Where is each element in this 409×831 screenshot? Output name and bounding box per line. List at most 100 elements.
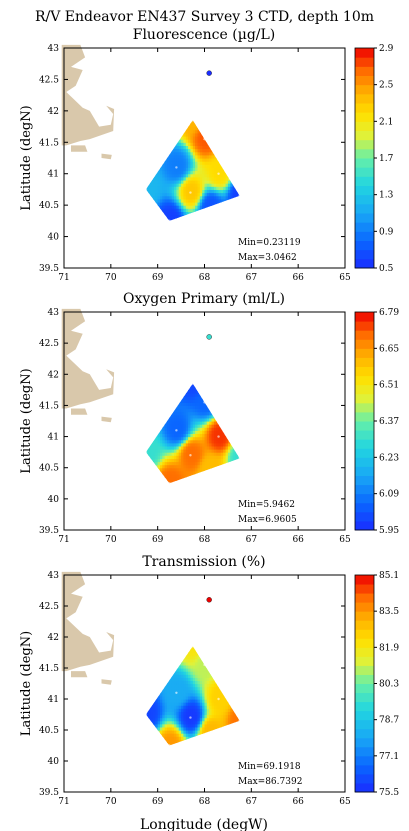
station-point	[238, 194, 241, 197]
y-tick-label: 40	[48, 757, 60, 767]
y-tick-label: 41	[48, 695, 59, 705]
y-tick-label: 43	[48, 44, 60, 54]
station-point	[189, 716, 192, 719]
colorbar-tick-label: 6.65	[379, 344, 399, 354]
colorbar-swatch	[355, 330, 374, 340]
colorbar-swatch	[355, 148, 374, 159]
colorbar-swatch	[355, 249, 374, 260]
colorbar-tick-label: 83.5	[379, 607, 399, 617]
colorbar-tick-label: 2.9	[379, 44, 394, 54]
colorbar-swatch	[355, 103, 374, 113]
y-tick-label: 40.5	[39, 464, 59, 474]
colorbar-swatch	[355, 185, 374, 196]
colorbar-tick-label: 6.79	[379, 308, 399, 318]
station-point	[207, 731, 211, 735]
colorbar-tick-label: 75.5	[379, 788, 399, 798]
x-tick-label: 68	[199, 273, 211, 283]
colorbar-tick-label: 6.23	[379, 453, 399, 463]
colorbar-swatch	[355, 593, 374, 603]
y-axis-label: Latitude (degN)	[19, 631, 34, 736]
island	[101, 416, 112, 423]
y-tick-label: 42	[48, 370, 59, 380]
colorbar-swatch	[355, 231, 374, 241]
colorbar-swatch	[355, 93, 374, 104]
panel-title: Fluorescence (µg/L)	[133, 27, 276, 43]
station-point	[191, 119, 194, 122]
colorbar-tick-label: 81.9	[379, 643, 399, 653]
colorbar-swatch	[355, 439, 374, 449]
colorbar-swatch	[355, 728, 374, 739]
colorbar-tick-label: 1.7	[379, 154, 394, 164]
colorbar-swatch	[355, 466, 374, 476]
colorbar-swatch	[355, 357, 374, 367]
colorbar-swatch	[355, 411, 374, 422]
colorbar-swatch	[355, 348, 374, 358]
colorbar-swatch	[355, 240, 374, 251]
colorbar-tick-label: 2.1	[379, 117, 393, 127]
colorbar-swatch	[355, 139, 374, 150]
colorbar-swatch	[355, 502, 374, 513]
contour-field	[145, 120, 240, 221]
panel-2: Oxygen Primary (ml/L) 71 70 69 68 67 66 65 39.5 4…	[19, 291, 399, 545]
colorbar-swatch	[355, 575, 374, 585]
colorbar-swatch	[355, 665, 374, 675]
y-tick-label: 41.5	[39, 664, 59, 674]
colorbar-swatch	[355, 493, 374, 504]
colorbar-tick-label: 80.3	[379, 680, 399, 690]
x-tick-label: 70	[105, 273, 117, 283]
colorbar-swatch	[355, 421, 374, 431]
island	[71, 145, 88, 152]
station-point	[189, 454, 192, 457]
y-tick-label: 40	[48, 495, 60, 505]
x-tick-label: 70	[105, 535, 117, 545]
panel-3: Transmission (%) 71 70 69 68 67 66 65 39.5 40 40.5…	[19, 554, 399, 807]
y-tick-label: 40.5	[39, 201, 59, 211]
colorbar-swatch	[355, 75, 374, 86]
y-tick-label: 41	[48, 433, 59, 443]
colorbar-swatch	[355, 366, 374, 377]
colorbar-swatch	[355, 620, 374, 630]
colorbar-tick-label: 6.37	[379, 417, 399, 427]
colorbar-swatch	[355, 312, 374, 322]
colorbar-swatch	[355, 746, 374, 757]
y-tick-label: 42.5	[39, 339, 59, 349]
colorbar-tick-label: 1.3	[379, 191, 394, 201]
station-point	[203, 663, 206, 667]
colorbar-swatch	[355, 393, 374, 404]
x-tick-label: 68	[199, 535, 211, 545]
colorbar-swatch	[355, 194, 374, 205]
x-tick-label: 67	[246, 797, 258, 807]
colorbar-swatch	[355, 484, 374, 495]
colorbar-tick-label: 77.1	[379, 752, 399, 762]
panel-title: Transmission (%)	[142, 554, 265, 570]
colorbar-swatch	[355, 520, 374, 531]
x-tick-label: 71	[58, 797, 69, 807]
y-tick-label: 42	[48, 633, 59, 643]
colorbar-swatch	[355, 213, 374, 223]
y-tick-label: 41.5	[39, 138, 59, 148]
min-label: Min=5.9462	[238, 500, 295, 510]
x-tick-label: 70	[105, 797, 117, 807]
y-tick-label: 39.5	[39, 526, 59, 536]
island	[101, 679, 112, 685]
colorbar-swatch	[355, 203, 374, 214]
colorbar-swatch	[355, 258, 374, 269]
colorbar-swatch	[355, 384, 374, 395]
colorbar-swatch	[355, 475, 374, 486]
station-point	[238, 457, 241, 460]
station-point	[144, 450, 148, 454]
outlier-station	[206, 597, 212, 603]
station-point	[191, 382, 194, 385]
colorbar-tick-label: 78.7	[379, 716, 399, 726]
colorbar-swatch	[355, 629, 374, 639]
colorbar-swatch	[355, 84, 374, 95]
max-label: Max=6.9605	[238, 515, 297, 525]
colorbar-swatch	[355, 448, 374, 458]
station-point	[217, 435, 220, 438]
station-point	[203, 137, 206, 141]
x-tick-label: 66	[292, 273, 304, 283]
colorbar-tick-label: 0.9	[379, 227, 394, 237]
x-tick-label: 69	[152, 273, 164, 283]
y-tick-label: 43	[48, 571, 60, 581]
y-tick-label: 42	[48, 107, 59, 117]
